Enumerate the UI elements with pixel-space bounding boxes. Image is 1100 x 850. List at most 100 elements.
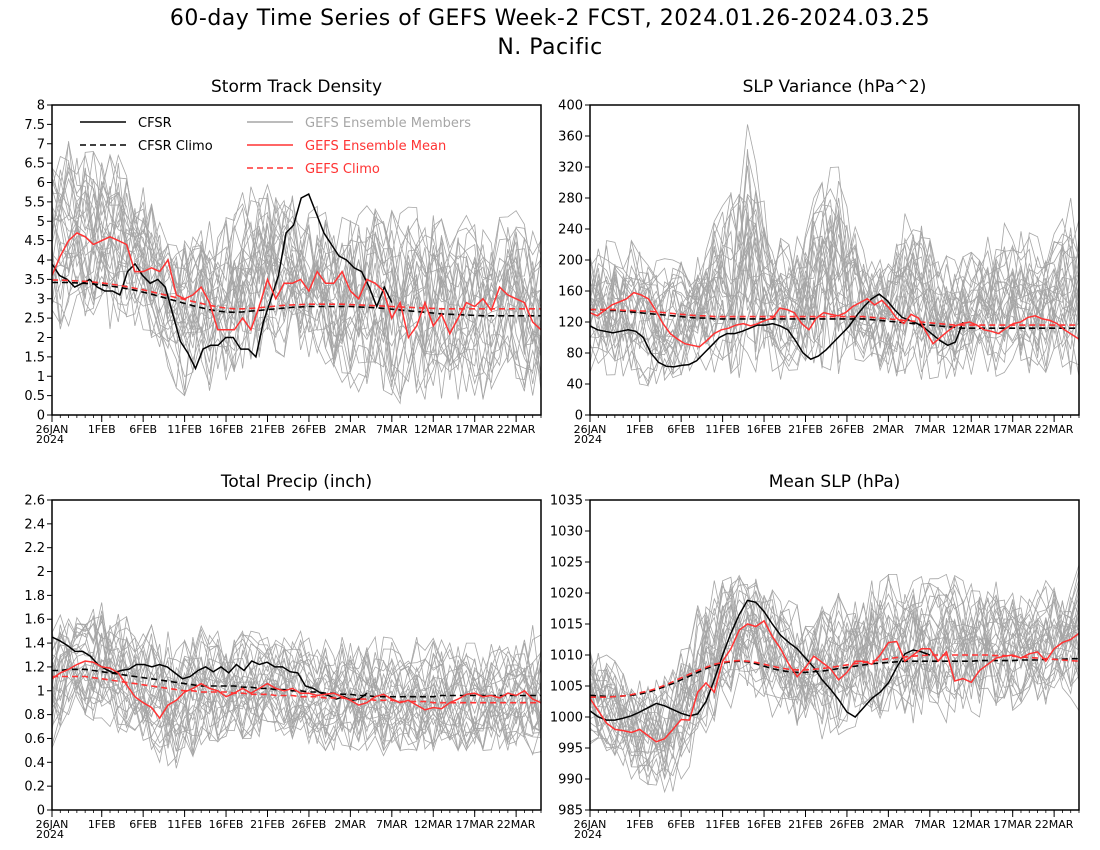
x-year-label: 2024 (36, 828, 64, 841)
y-tick-label: 120 (558, 316, 583, 331)
y-tick-label: 6 (37, 176, 45, 191)
panel-1: Storm Track Density 0 0.5 1 1.5 2 2.5 3 3.5 4 4.5 5… (24, 77, 542, 446)
ensemble-member-line (590, 622, 1079, 777)
panel-title: Mean SLP (hPa) (769, 472, 901, 492)
x-tick-label: 6FEB (667, 818, 695, 831)
y-tick-label: 0.6 (24, 732, 45, 747)
ensemble-member-line (52, 658, 541, 757)
y-tick-label: 1.6 (24, 613, 45, 628)
x-tick-label: 21FEB (788, 818, 823, 831)
ensemble-member-line (52, 661, 541, 764)
x-tick-label: 6FEB (129, 818, 157, 831)
y-tick-label: 4.5 (24, 234, 45, 249)
ensemble-member-line (590, 613, 1079, 775)
series-gefs-ensemble-mean-line (590, 619, 1079, 743)
ensemble-member-line (52, 615, 541, 699)
y-tick-label: 1.2 (24, 660, 45, 675)
ensemble-member-line (590, 613, 1079, 755)
x-tick-label: 6FEB (667, 423, 695, 436)
ensemble-member-line (590, 277, 1079, 382)
y-tick-label: 1 (37, 684, 45, 699)
y-tick-label: 2 (37, 331, 45, 346)
y-tick-label: 1035 (550, 494, 583, 509)
ensemble-member-line (52, 680, 541, 757)
ensemble-member-line (590, 165, 1079, 307)
series-cfsr-line (52, 636, 368, 702)
ensemble-member-line (590, 593, 1079, 749)
x-tick-label: 12MAR (952, 423, 991, 436)
x-tick-label: 26JAN (574, 818, 607, 831)
ensemble-member-line (52, 664, 541, 769)
series-cfsr-climo-line (52, 668, 541, 698)
ensemble-member-line (590, 218, 1079, 350)
y-tick-label: 995 (558, 742, 583, 757)
x-tick-label: 26JAN (574, 423, 607, 436)
ensemble-member-line (52, 613, 541, 697)
x-tick-label: 16FEB (747, 423, 782, 436)
ensemble-member-line (590, 190, 1079, 338)
ensemble-member-line (52, 167, 541, 334)
ensemble-member-line (52, 610, 541, 723)
y-tick-label: 160 (558, 285, 583, 300)
x-tick-label: 12MAR (414, 818, 453, 831)
y-tick-label: 200 (558, 254, 583, 269)
figure-subtitle: N. Pacific (497, 35, 603, 60)
series-gefs-climo-line (52, 675, 541, 704)
ensemble-member-line (590, 193, 1079, 330)
y-tick-label: 1005 (550, 680, 583, 695)
series-gefs-ensemble-mean-line (590, 291, 1079, 348)
y-tick-label: 3 (37, 292, 45, 307)
ensemble-member-line (590, 240, 1079, 362)
ensemble-member-line (590, 626, 1079, 786)
y-tick-label: 0.5 (24, 389, 45, 404)
series-gefs-climo-line (590, 654, 1079, 699)
ensemble-member-line (590, 231, 1079, 351)
series-gefs-climo-line (590, 308, 1079, 326)
y-tick-label: 0.8 (24, 708, 45, 723)
ensemble-member-line (590, 194, 1079, 335)
x-tick-label: 22MAR (1035, 423, 1074, 436)
x-tick-label: 1FEB (88, 818, 116, 831)
legend-ensemble-members-label: GEFS Ensemble Members (305, 116, 471, 131)
x-tick-label: 16FEB (209, 818, 244, 831)
x-tick-label: 11FEB (705, 423, 740, 436)
y-tick-label: 1.8 (24, 589, 45, 604)
ensemble-members (52, 141, 541, 405)
y-tick-label: 1025 (550, 556, 583, 571)
ensemble-member-line (52, 249, 541, 405)
y-tick-label: 2.6 (24, 494, 45, 509)
series-gefs-ensemble-mean-line (52, 232, 541, 340)
x-tick-label: 7MAR (914, 818, 946, 831)
ensemble-member-line (52, 214, 541, 375)
ensemble-member-line (52, 642, 541, 744)
x-year-label: 2024 (574, 433, 602, 446)
y-tick-label: 1000 (550, 711, 583, 726)
x-tick-label: 7MAR (376, 818, 408, 831)
ensemble-member-line (52, 162, 541, 318)
x-tick-label: 17MAR (993, 818, 1032, 831)
ensemble-member-line (52, 664, 541, 754)
series-gefs-climo-line (52, 279, 541, 310)
y-tick-label: 6.5 (24, 157, 45, 172)
x-tick-label: 26JAN (36, 423, 69, 436)
legend-cfsr-label: CFSR (138, 116, 172, 131)
y-tick-label: 1020 (550, 587, 583, 602)
x-tick-label: 17MAR (455, 423, 494, 436)
y-tick-label: 3.5 (24, 273, 45, 288)
ensemble-member-line (52, 231, 541, 391)
x-tick-label: 1FEB (88, 423, 116, 436)
y-tick-label: 0.4 (24, 756, 45, 771)
x-tick-label: 26FEB (292, 423, 327, 436)
ensemble-member-line (52, 223, 541, 346)
x-tick-label: 17MAR (455, 818, 494, 831)
y-tick-label: 240 (558, 223, 583, 238)
y-tick-label: 2.5 (24, 312, 45, 327)
x-tick-label: 7MAR (914, 423, 946, 436)
panel-title: SLP Variance (hPa^2) (743, 77, 927, 97)
x-tick-label: 1FEB (626, 423, 654, 436)
x-tick-label: 21FEB (788, 423, 823, 436)
y-tick-label: 5.5 (24, 195, 45, 210)
y-tick-label: 5 (37, 215, 45, 230)
y-tick-label: 0.2 (24, 780, 45, 795)
y-tick-label: 360 (558, 130, 583, 145)
